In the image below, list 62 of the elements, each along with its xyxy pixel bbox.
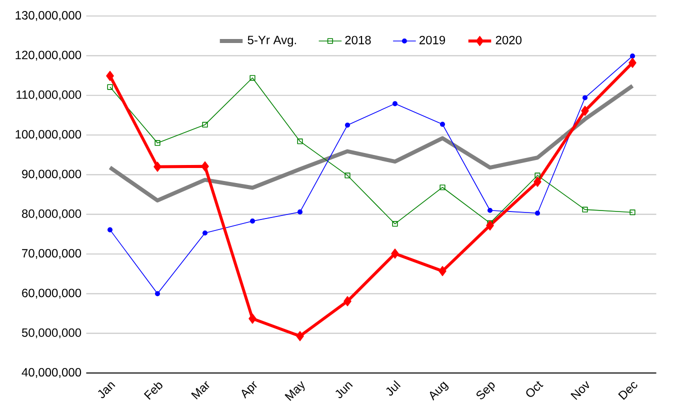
x-tick-label: Jul: [386, 380, 401, 396]
y-tick-label: 40,000,000: [22, 368, 82, 378]
point: [154, 291, 160, 296]
x-tick-label: Jun: [336, 382, 353, 398]
x-tick-label: Apr: [242, 381, 257, 399]
x-tick-label: May: [284, 381, 305, 401]
point: [582, 206, 588, 212]
y-tick-label: 110,000,000: [16, 90, 82, 100]
legend-label: 2018: [345, 36, 371, 44]
point: [628, 58, 636, 68]
point: [107, 227, 113, 232]
point: [487, 208, 493, 213]
y-tick-label: 120,000,000: [16, 50, 82, 61]
point: [202, 122, 208, 128]
line-series: [108, 84, 634, 202]
point: [154, 140, 160, 146]
point: [534, 210, 540, 216]
x-tick-label: Feb: [144, 382, 162, 400]
point: [248, 314, 256, 324]
y-tick-label: 130,000,000: [16, 11, 82, 21]
point: [107, 84, 113, 90]
point: [297, 209, 303, 214]
point: [392, 101, 398, 106]
point: [344, 172, 350, 178]
y-tick-label: 90,000,000: [22, 170, 82, 180]
point: [106, 70, 114, 81]
point: [438, 266, 446, 276]
legend-label: 2020: [496, 36, 522, 44]
x-tick-label: Jan: [98, 382, 116, 398]
y-tick-label: 80,000,000: [22, 209, 82, 220]
legend-label: 2019: [420, 36, 446, 44]
point: [582, 95, 588, 100]
point: [486, 220, 494, 231]
point: [250, 75, 256, 81]
point: [296, 331, 304, 342]
point: [581, 106, 589, 116]
y-tick-label: 70,000,000: [22, 249, 82, 259]
point: [391, 248, 399, 259]
point: [630, 210, 636, 216]
x-tick-label: Sep: [476, 382, 495, 400]
y-tick-label: 50,000,000: [22, 328, 82, 338]
point: [534, 172, 540, 178]
x-tick-label: Mar: [191, 381, 210, 400]
point: [440, 184, 446, 190]
point: [154, 162, 162, 172]
x-tick-label: Oct: [526, 381, 544, 397]
point: [201, 161, 209, 172]
point: [202, 230, 208, 236]
point: [534, 176, 542, 187]
point: [440, 122, 446, 127]
y-tick-label: 100,000,000: [16, 130, 82, 140]
x-tick-label: Dec: [618, 382, 638, 400]
point: [344, 122, 350, 128]
point: [344, 296, 352, 306]
point: [297, 138, 303, 144]
x-tick-label: Nov: [570, 381, 590, 400]
point: [630, 54, 636, 59]
legend-label: 5-Yr Avg.: [248, 36, 296, 47]
x-tick-label: Aug: [430, 382, 449, 401]
point: [392, 221, 398, 227]
y-tick-label: 60,000,000: [22, 288, 82, 299]
point: [250, 218, 256, 224]
